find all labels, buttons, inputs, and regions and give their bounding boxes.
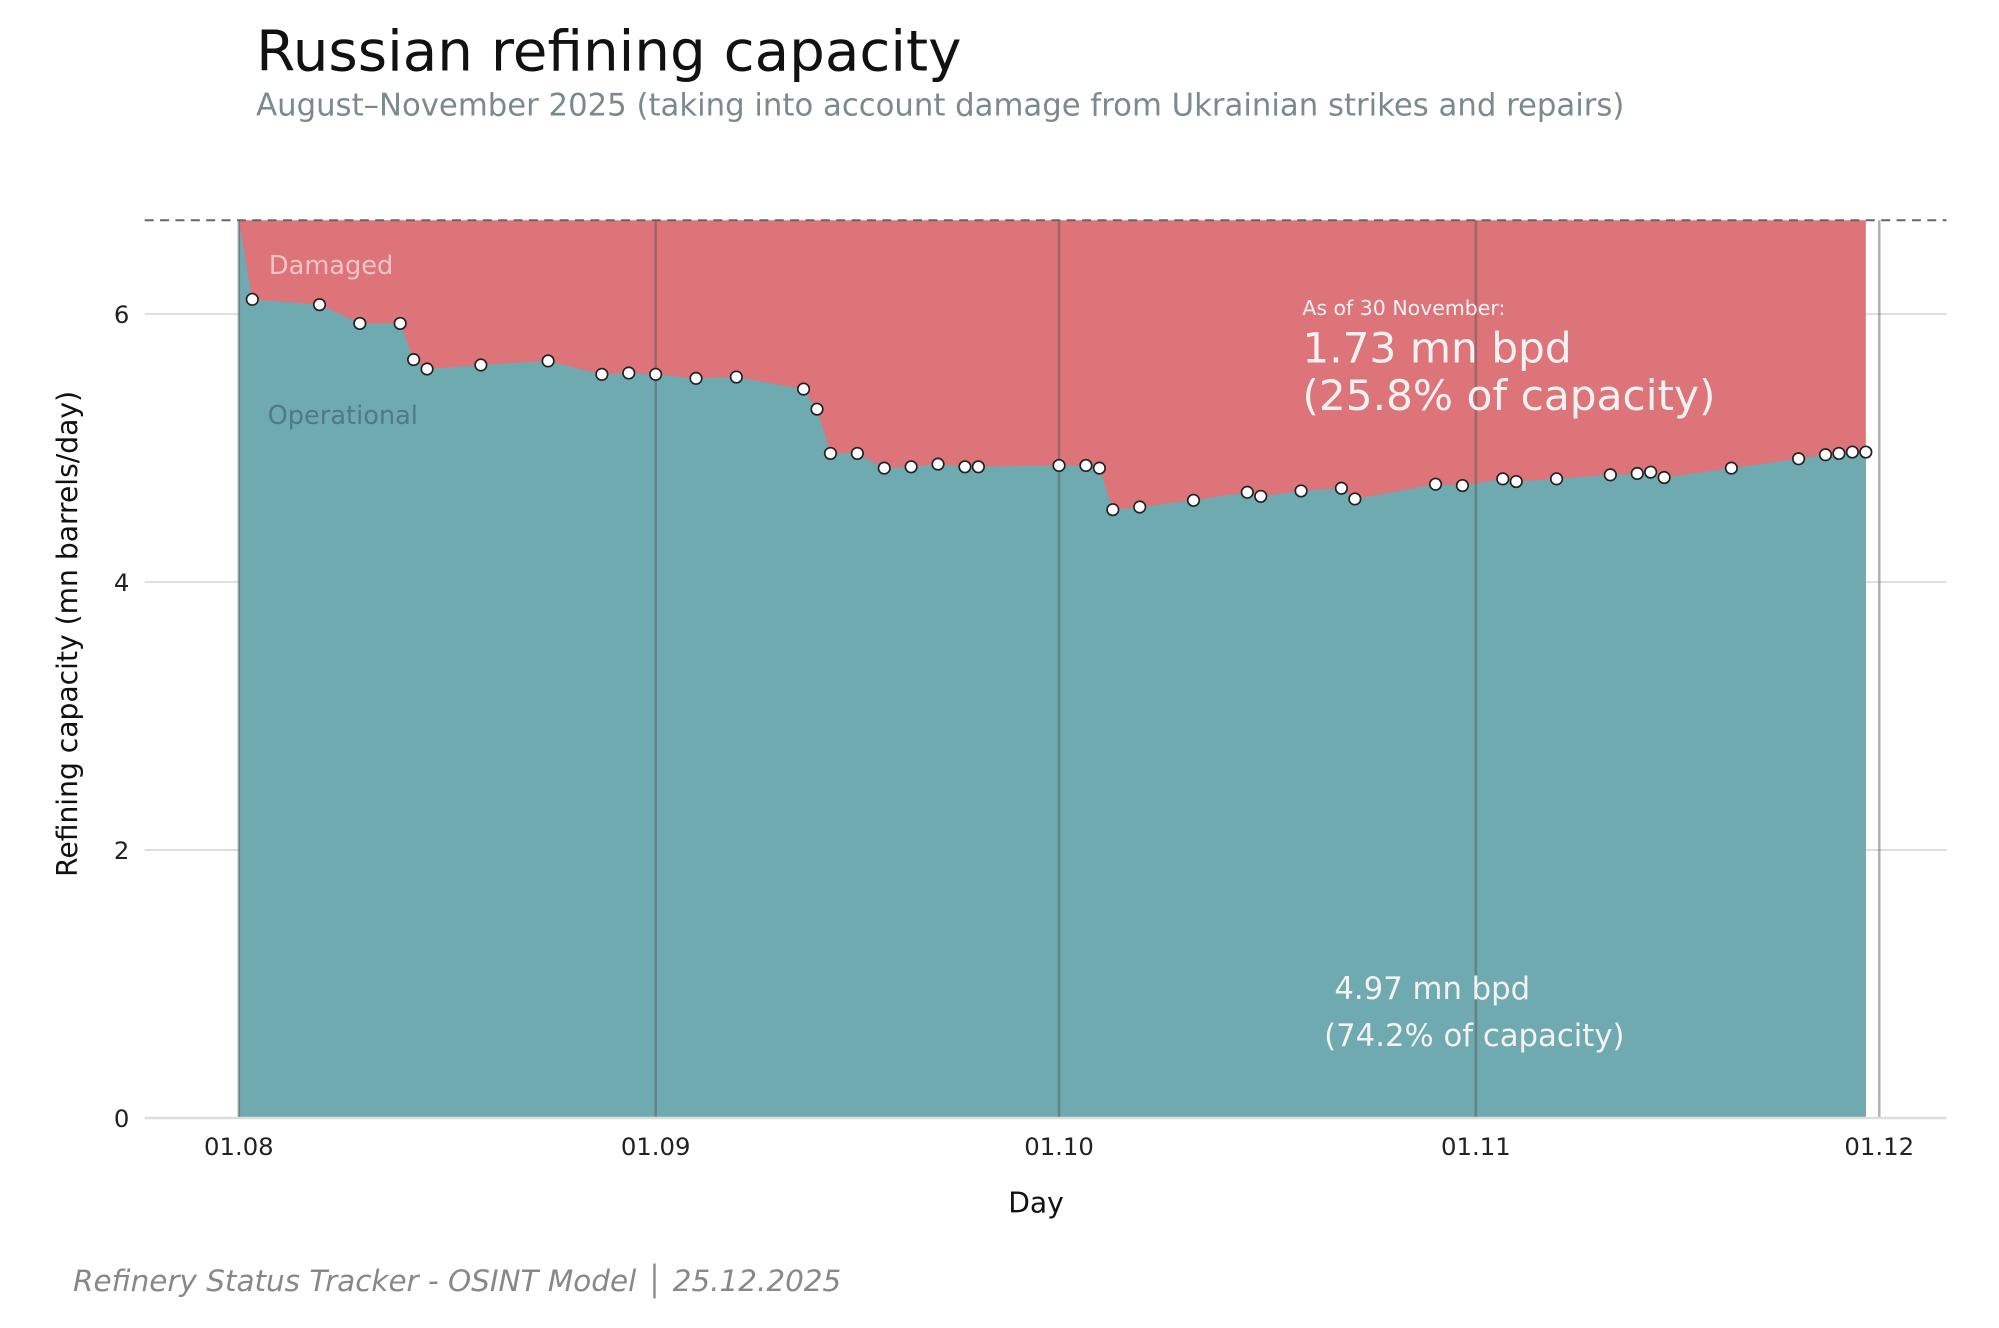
data-point <box>810 402 824 416</box>
data-point <box>245 292 259 306</box>
y-tick-label: 2 <box>114 836 129 865</box>
data-point <box>1509 474 1523 489</box>
data-point <box>1724 461 1738 475</box>
data-point <box>850 446 864 461</box>
legend-label: Operational <box>268 401 418 431</box>
data-point <box>1455 478 1470 493</box>
data-point <box>541 354 555 368</box>
y-tick-label: 4 <box>114 568 129 597</box>
annotation: (74.2% of capacity) <box>1324 1018 1624 1054</box>
y-tick-label: 6 <box>114 300 129 329</box>
data-point <box>796 382 811 396</box>
data-point <box>971 460 985 474</box>
data-point <box>1845 445 1859 459</box>
data-point <box>1818 448 1833 462</box>
operational-area <box>238 220 1866 1118</box>
data-point <box>1186 493 1201 507</box>
data-point <box>689 371 703 385</box>
data-point <box>420 362 434 376</box>
data-point <box>312 298 327 312</box>
annotation: As of 30 November: <box>1302 296 1505 320</box>
data-point <box>407 353 421 367</box>
data-point <box>1549 472 1564 486</box>
data-point <box>595 367 609 381</box>
x-tick-label: 01.08 <box>204 1132 274 1161</box>
data-point <box>393 316 407 331</box>
data-point <box>1496 472 1510 486</box>
data-point <box>877 461 891 475</box>
footer: Refinery Status Tracker - OSINT Model │ … <box>73 1263 841 1299</box>
data-point <box>1106 503 1120 517</box>
data-point <box>1240 485 1254 499</box>
data-point <box>823 446 838 461</box>
data-point <box>1052 458 1066 473</box>
data-point <box>1630 466 1644 481</box>
x-axis-label: Day <box>1008 1187 1064 1220</box>
data-point <box>904 460 918 474</box>
data-point <box>729 370 743 384</box>
data-point <box>1348 492 1362 506</box>
x-tick-label: 01.10 <box>1024 1132 1094 1161</box>
data-point <box>1133 500 1147 514</box>
chart-title: Russian refining capacity <box>256 19 961 84</box>
x-tick-label: 01.12 <box>1844 1132 1914 1161</box>
data-point <box>931 457 945 471</box>
y-tick-label: 0 <box>114 1104 129 1133</box>
data-point <box>1079 458 1093 473</box>
data-point <box>1859 445 1873 459</box>
data-point <box>958 460 972 474</box>
annotation: 4.97 mn bpd <box>1334 971 1530 1007</box>
x-tick-label: 01.09 <box>621 1132 691 1161</box>
x-tick-label: 01.11 <box>1441 1132 1511 1161</box>
y-axis-label: Refining capacity (mn barrels/day) <box>51 391 84 877</box>
data-point <box>1832 446 1846 461</box>
data-point <box>1657 470 1671 485</box>
data-point <box>1334 481 1349 495</box>
chart-subtitle: August–November 2025 (taking into accoun… <box>256 87 1624 123</box>
data-point <box>622 366 636 380</box>
data-point <box>1092 461 1106 475</box>
data-point <box>1254 489 1268 503</box>
data-point <box>474 358 488 372</box>
data-point <box>1791 452 1806 466</box>
annotation: 1.73 mn bpd <box>1302 323 1571 372</box>
data-point <box>1428 477 1443 491</box>
legend-label: Damaged <box>269 251 393 281</box>
data-point <box>1294 484 1308 498</box>
data-point <box>353 316 367 331</box>
data-point <box>649 367 663 381</box>
data-point <box>1644 465 1658 479</box>
annotation: (25.8% of capacity) <box>1302 371 1715 420</box>
data-point <box>1603 468 1617 482</box>
